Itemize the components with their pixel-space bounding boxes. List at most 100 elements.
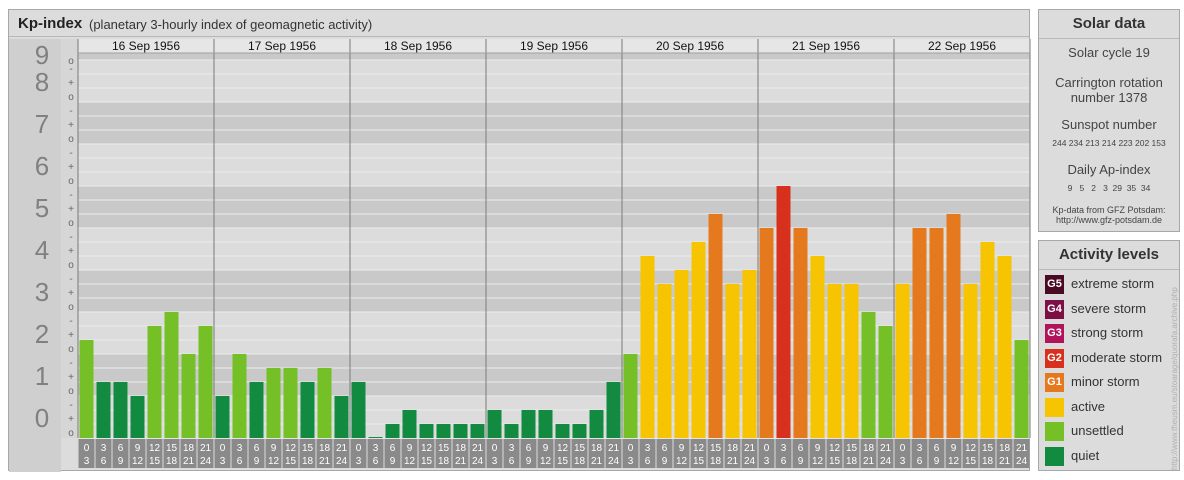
minor-tick-label: o <box>68 260 74 271</box>
kp-bar <box>623 354 638 438</box>
data-source-link[interactable]: http://www.gfz-potsdam.de <box>1055 215 1163 225</box>
hour-label-box <box>928 439 945 468</box>
minor-tick-label: - <box>69 400 72 411</box>
minor-tick-label: o <box>68 428 74 439</box>
kp-chart-panel: Kp-index (planetary 3-hourly index of ge… <box>8 9 1031 472</box>
activity-levels-panel: Activity levels G5 extreme storm G4 severe … <box>1038 240 1180 471</box>
y-tick-label: 7 <box>35 109 49 139</box>
minor-tick-label: o <box>68 176 74 187</box>
y-tick-label: 3 <box>35 277 49 307</box>
minor-tick-label: o <box>68 218 74 229</box>
hour-start-label: 21 <box>1016 443 1028 454</box>
minor-tick-label: - <box>69 190 72 201</box>
hour-end-label: 12 <box>268 456 280 467</box>
kp-band <box>78 186 1030 228</box>
activity-level-label: extreme storm <box>1071 276 1155 291</box>
kp-bar <box>249 382 264 438</box>
hour-start-label: 12 <box>421 443 433 454</box>
hour-end-label: 12 <box>676 456 688 467</box>
y-tick-label: 8 <box>35 67 49 97</box>
activity-level-swatch <box>1045 397 1064 417</box>
hour-start-label: 6 <box>662 443 668 454</box>
hour-end-label: 18 <box>574 456 586 467</box>
hour-label-box <box>503 439 520 468</box>
hour-label-box <box>520 439 537 468</box>
kp-bar <box>810 256 825 438</box>
hour-start-label: 0 <box>900 443 906 454</box>
kp-bar <box>640 256 655 438</box>
hour-start-label: 15 <box>438 443 450 454</box>
hour-label-box <box>996 439 1013 468</box>
kp-bar <box>402 409 417 438</box>
hour-label-box <box>656 439 673 468</box>
minor-tick-label: + <box>68 288 74 299</box>
hour-start-label: 18 <box>999 443 1011 454</box>
carrington-line1: Carrington rotation <box>1055 75 1163 90</box>
hour-label-box <box>894 439 911 468</box>
hour-label-box <box>588 439 605 468</box>
kp-bar <box>776 186 791 438</box>
kp-bar <box>385 424 400 438</box>
hour-label-box <box>214 439 231 468</box>
solar-data-title: Solar data <box>1039 10 1179 39</box>
hour-label-box <box>673 439 690 468</box>
hour-label-box <box>146 439 163 468</box>
hour-end-label: 6 <box>373 456 379 467</box>
hour-label-box <box>860 439 877 468</box>
data-source-line1: Kp-data from GFZ Potsdam: <box>1052 205 1166 215</box>
hour-label-box <box>979 439 996 468</box>
minor-tick-label: - <box>69 148 72 159</box>
kp-bar <box>487 409 502 438</box>
hour-start-label: 18 <box>455 443 467 454</box>
day-header-row <box>78 39 1030 53</box>
kp-bar <box>130 396 145 438</box>
activity-level-moderate-storm: G2 moderate storm <box>1045 348 1177 369</box>
solar-cycle: Solar cycle 19 <box>1068 45 1150 60</box>
hour-end-label: 18 <box>302 456 314 467</box>
minor-tick-label: o <box>68 386 74 397</box>
kp-bar <box>725 283 740 438</box>
hour-label-box <box>197 439 214 468</box>
day-label: 17 Sep 1956 <box>248 39 316 53</box>
hour-label-box <box>911 439 928 468</box>
hour-end-label: 18 <box>982 456 994 467</box>
hour-end-label: 18 <box>846 456 858 467</box>
y-tick-label: 5 <box>35 193 49 223</box>
hour-end-label: 15 <box>965 456 977 467</box>
activity-level-strong-storm: G3 strong storm <box>1045 324 1177 344</box>
hour-end-label: 6 <box>101 456 107 467</box>
kp-bar <box>521 409 536 438</box>
hour-end-label: 6 <box>781 456 787 467</box>
hour-end-label: 21 <box>999 456 1011 467</box>
hour-start-label: 3 <box>237 443 243 454</box>
hour-end-label: 24 <box>336 456 348 467</box>
kp-bar <box>453 424 468 438</box>
activity-level-swatch: G2 <box>1045 348 1064 368</box>
hour-start-label: 15 <box>710 443 722 454</box>
activity-level-label: minor storm <box>1071 374 1140 389</box>
hour-end-label: 3 <box>764 456 770 467</box>
hour-end-label: 18 <box>710 456 722 467</box>
hour-label-box <box>707 439 724 468</box>
minor-tick-label: - <box>69 64 72 75</box>
hour-end-label: 9 <box>254 456 260 467</box>
hour-end-label: 15 <box>693 456 705 467</box>
kp-bar <box>691 241 706 438</box>
kp-bar <box>96 382 111 438</box>
hour-end-label: 15 <box>829 456 841 467</box>
hour-end-label: 15 <box>285 456 297 467</box>
hour-end-label: 3 <box>900 456 906 467</box>
hour-start-label: 21 <box>336 443 348 454</box>
minor-tick-label: + <box>68 162 74 173</box>
hour-end-label: 21 <box>727 456 739 467</box>
hour-label-box <box>809 439 826 468</box>
hour-end-label: 15 <box>149 456 161 467</box>
hour-start-label: 15 <box>846 443 858 454</box>
kp-bar <box>181 354 196 438</box>
kp-bar <box>827 283 842 438</box>
carrington-line2: number 1378 <box>1070 90 1148 105</box>
activity-level-severe-storm: G4 severe storm <box>1045 299 1177 320</box>
hour-label-box <box>962 439 979 468</box>
kp-bar <box>980 241 995 438</box>
hour-label-box <box>401 439 418 468</box>
